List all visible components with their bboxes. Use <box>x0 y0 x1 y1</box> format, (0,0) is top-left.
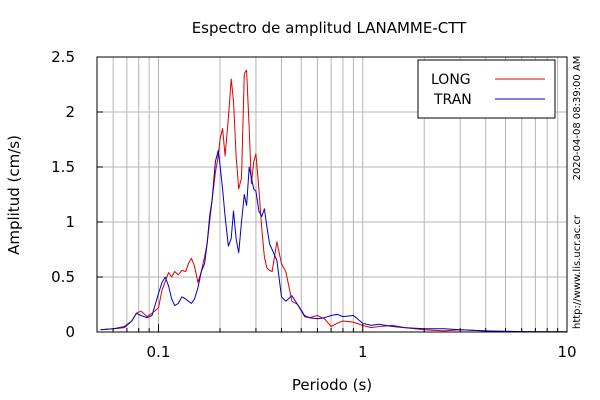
y-tick-label: 1.5 <box>51 158 75 176</box>
series-line-tran <box>100 150 568 333</box>
axis-ticks: 0.1 1 10 0 0.5 1 1.5 2 2.5 <box>51 48 576 361</box>
legend-label-long: LONG <box>431 72 471 88</box>
y-tick-label: 0.5 <box>51 268 75 286</box>
legend: LONG TRAN <box>417 59 556 119</box>
x-axis-label: Periodo (s) <box>292 376 372 394</box>
source-url-label: http://www.lis.ucr.ac.cr <box>572 214 583 329</box>
series-line-long <box>100 69 568 333</box>
chart-title: Espectro de amplitud LANAMME-CTT <box>192 19 467 37</box>
timestamp-label: 2020-04-08 08:39:00 AM <box>572 56 583 181</box>
legend-box <box>417 59 556 119</box>
y-tick-label: 1 <box>65 213 75 231</box>
y-axis-label: Amplitud (cm/s) <box>5 135 23 255</box>
plot-frame <box>96 56 568 333</box>
y-tick-label: 2 <box>65 103 75 121</box>
x-tick-label: 1 <box>358 343 368 361</box>
x-tick-label: 0.1 <box>147 343 171 361</box>
series-group <box>100 69 568 333</box>
legend-label-tran: TRAN <box>433 92 472 108</box>
x-tick-label: 10 <box>557 343 576 361</box>
y-tick-label: 2.5 <box>51 48 75 66</box>
y-tick-label: 0 <box>65 323 75 341</box>
